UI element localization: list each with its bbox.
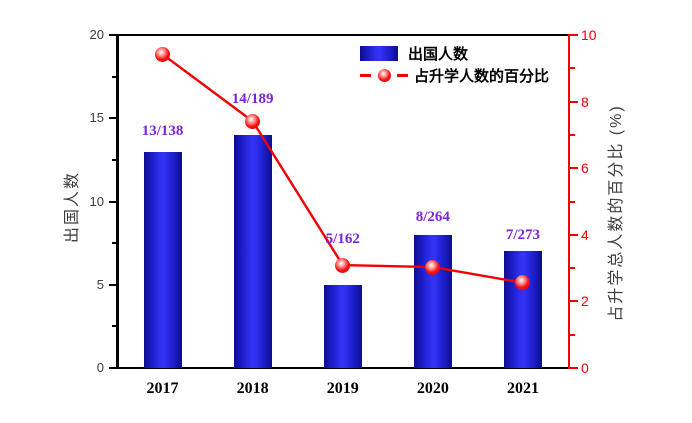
left-axis-line	[116, 33, 119, 369]
legend-label: 出国人数	[408, 46, 469, 63]
point-label-2017: 13/138	[141, 122, 184, 139]
left-minor-tick	[111, 242, 117, 245]
x-tick-label-2021: 2021	[506, 380, 539, 397]
legend: 出国人数 占升学人数的百分比	[360, 44, 549, 85]
right-minor-tick	[570, 267, 575, 270]
legend-sphere-icon	[377, 69, 391, 82]
percentage-line	[161, 53, 524, 284]
bar-2017	[143, 151, 182, 368]
data-point-2020	[425, 259, 441, 275]
left-tick-label: 0	[96, 360, 104, 375]
left-minor-tick	[111, 325, 117, 328]
data-point-2017	[155, 46, 171, 62]
x-tick-label-2020: 2020	[416, 380, 449, 397]
left-major-tick	[108, 367, 117, 369]
right-tick-label: 6	[581, 160, 589, 177]
left-tick-label: 5	[96, 276, 104, 292]
left-tick-label: 15	[89, 110, 104, 126]
right-minor-tick	[570, 133, 575, 136]
legend-item-bar: 出国人数	[360, 44, 549, 63]
right-tick-label: 10	[581, 27, 597, 43]
top-axis-line	[116, 33, 570, 36]
point-label-2019: 5/162	[325, 230, 360, 247]
bar-2019	[323, 284, 362, 368]
point-label-2018: 14/189	[231, 90, 274, 107]
legend-dash-icon	[360, 74, 371, 77]
right-major-tick	[570, 34, 578, 36]
bar-2021	[503, 251, 542, 368]
bottom-axis-line	[116, 366, 570, 370]
left-tick-label: 20	[89, 27, 104, 42]
right-major-tick	[570, 300, 578, 303]
right-axis-title: 占升学总人数的百分比 (%)	[608, 104, 625, 322]
x-tick-label-2017: 2017	[146, 380, 179, 397]
left-minor-tick	[111, 158, 117, 161]
bar-2020	[413, 234, 452, 368]
point-label-2020: 8/264	[415, 209, 450, 226]
legend-item-line: 占升学人数的百分比	[360, 66, 549, 85]
left-major-tick	[108, 200, 117, 203]
data-point-2021	[515, 275, 531, 291]
line-marker-swatch	[360, 69, 408, 82]
legend-label: 占升学人数的百分比	[414, 68, 550, 85]
right-minor-tick	[570, 200, 575, 203]
right-major-tick	[570, 100, 578, 103]
point-label-2021: 7/273	[505, 227, 541, 244]
bar-2018	[233, 134, 272, 368]
left-major-tick	[108, 283, 117, 286]
data-point-2019	[335, 257, 351, 273]
data-point-2018	[245, 113, 261, 129]
left-minor-tick	[111, 75, 117, 78]
legend-dash-icon	[397, 74, 408, 77]
left-major-tick	[108, 34, 117, 36]
right-major-tick	[570, 367, 578, 369]
left-axis-title: 出国人数	[64, 170, 81, 244]
x-tick-label-2019: 2019	[326, 380, 359, 397]
right-minor-tick	[570, 333, 575, 336]
left-major-tick	[108, 117, 117, 120]
right-minor-tick	[570, 67, 575, 70]
right-tick-label: 2	[581, 293, 589, 310]
right-tick-label: 4	[581, 226, 589, 243]
right-major-tick	[570, 167, 578, 170]
right-tick-label: 0	[581, 360, 589, 376]
right-major-tick	[570, 233, 578, 236]
bar-swatch	[360, 46, 398, 61]
left-tick-label: 10	[89, 193, 104, 209]
x-tick-label-2018: 2018	[236, 380, 269, 397]
right-axis-line	[567, 33, 570, 369]
right-tick-label: 8	[581, 93, 589, 110]
